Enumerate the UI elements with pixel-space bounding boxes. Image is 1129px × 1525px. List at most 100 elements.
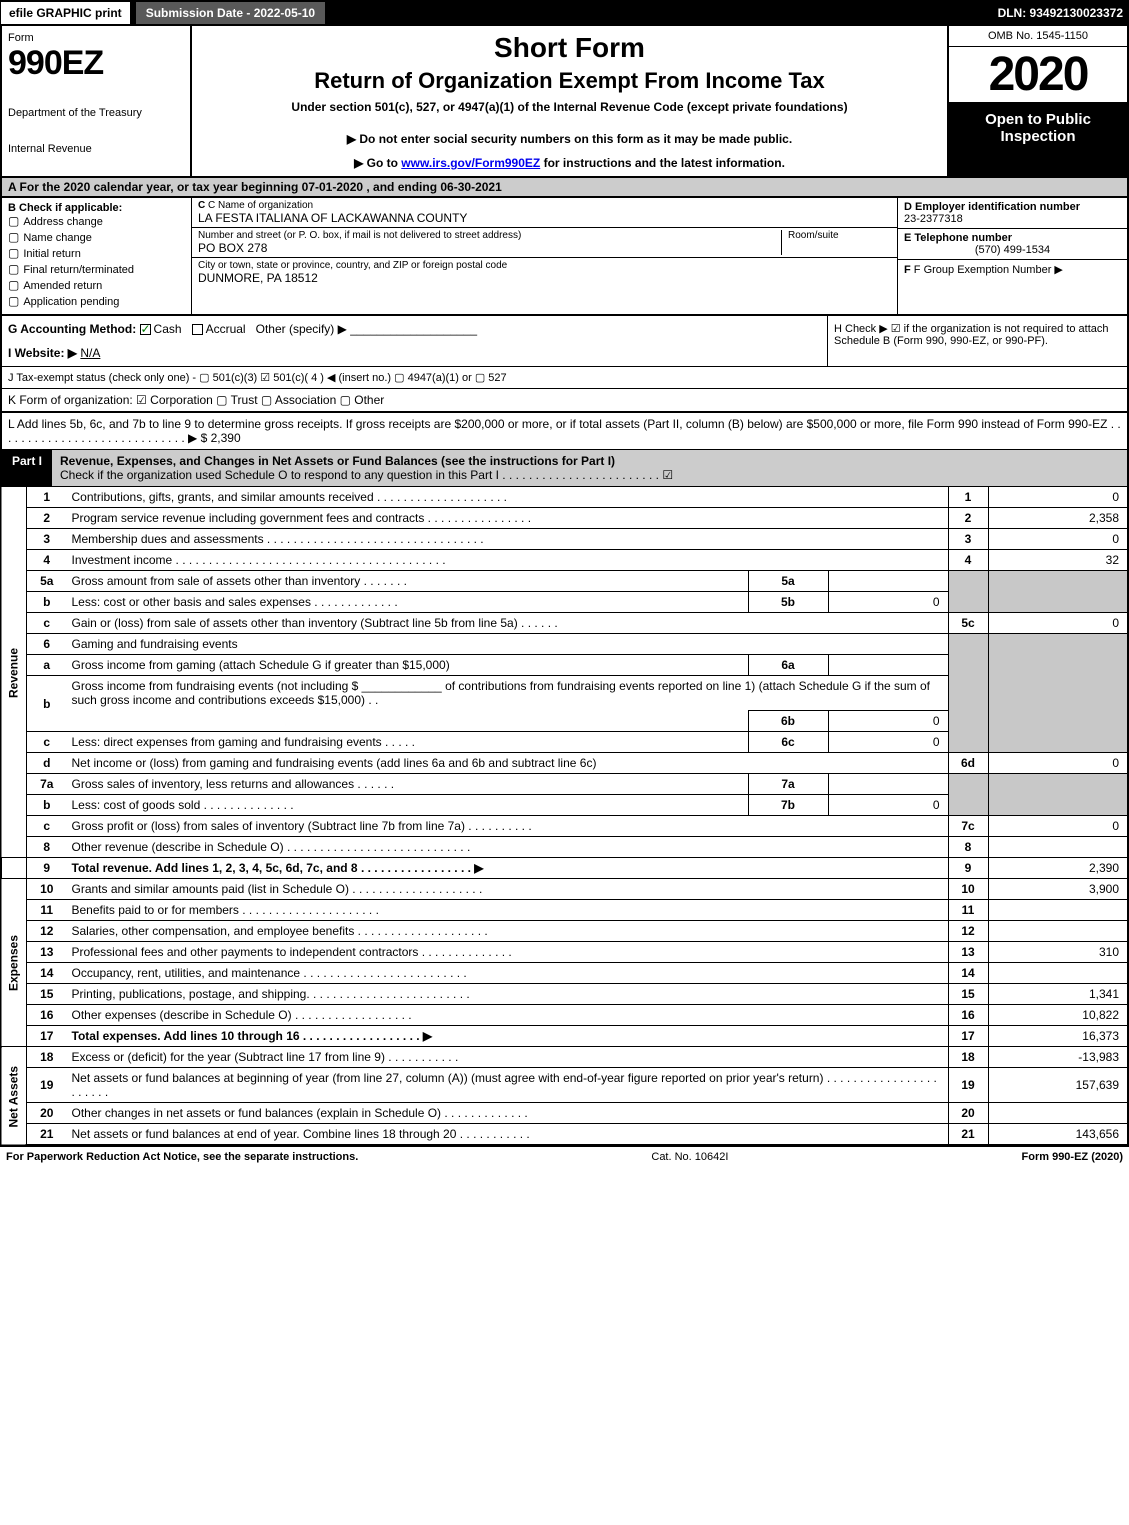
line-20-desc: Other changes in net assets or fund bala… — [67, 1103, 949, 1124]
line-3-val: 0 — [988, 529, 1128, 550]
line-5a-subcol: 5a — [748, 571, 828, 592]
city-label: City or town, state or province, country… — [198, 260, 891, 271]
line-11-desc: Benefits paid to or for members . . . . … — [67, 900, 949, 921]
line-6d-col: 6d — [948, 753, 988, 774]
line-13-num: 13 — [27, 942, 67, 963]
line-11-col: 11 — [948, 900, 988, 921]
line-17-desc-b: Total expenses. Add lines 10 through 16 … — [72, 1029, 433, 1043]
line-7a-num: 7a — [27, 774, 67, 795]
expenses-side-label: Expenses — [1, 879, 27, 1047]
line-12-val — [988, 921, 1128, 942]
line-6b-num: b — [27, 676, 67, 732]
line-6c-subcol: 6c — [748, 732, 828, 753]
instruction-2-post: for instructions and the latest informat… — [540, 156, 785, 170]
g-cash: Cash — [154, 322, 182, 336]
line-13-val: 310 — [988, 942, 1128, 963]
phone-value: (570) 499-1534 — [904, 244, 1121, 256]
line-20-num: 20 — [27, 1103, 67, 1124]
line-5a-num: 5a — [27, 571, 67, 592]
chk-name-change[interactable]: Name change — [8, 230, 185, 244]
line-6d-desc: Net income or (loss) from gaming and fun… — [67, 753, 949, 774]
chk-final-return[interactable]: Final return/terminated — [8, 262, 185, 276]
footer-right: Form 990-EZ (2020) — [1022, 1151, 1123, 1163]
line-16-col: 16 — [948, 1005, 988, 1026]
line-1-col: 1 — [948, 487, 988, 508]
line-21-num: 21 — [27, 1124, 67, 1146]
line-14-val — [988, 963, 1128, 984]
line-5c-desc: Gain or (loss) from sale of assets other… — [67, 613, 949, 634]
line-1-val: 0 — [988, 487, 1128, 508]
line-6b-pad — [67, 711, 749, 732]
line-3-desc: Membership dues and assessments . . . . … — [67, 529, 949, 550]
f-label: F F Group Exemption Number ▶ — [904, 263, 1121, 276]
line-19-num: 19 — [27, 1068, 67, 1103]
chk-application-pending[interactable]: Application pending — [8, 294, 185, 308]
i-label: I Website: ▶ — [8, 346, 77, 360]
row-l: L Add lines 5b, 6c, and 7b to line 9 to … — [0, 413, 1129, 450]
line-6b-desc1: Gross income from fundraising events (no… — [67, 676, 949, 711]
line-1-num: 1 — [27, 487, 67, 508]
form-title: Return of Organization Exempt From Incom… — [202, 68, 937, 94]
line-6-num: 6 — [27, 634, 67, 655]
top-bar: efile GRAPHIC print Submission Date - 20… — [0, 0, 1129, 26]
line-16-num: 16 — [27, 1005, 67, 1026]
line-13-desc: Professional fees and other payments to … — [67, 942, 949, 963]
line-19-desc: Net assets or fund balances at beginning… — [67, 1068, 949, 1103]
line-4-val: 32 — [988, 550, 1128, 571]
line-7c-desc: Gross profit or (loss) from sales of inv… — [67, 816, 949, 837]
line-5a-desc: Gross amount from sale of assets other t… — [67, 571, 749, 592]
chk-accrual[interactable] — [192, 324, 203, 335]
line-5c-col: 5c — [948, 613, 988, 634]
line-7a-subcol: 7a — [748, 774, 828, 795]
line-3-num: 3 — [27, 529, 67, 550]
line-2-desc: Program service revenue including govern… — [67, 508, 949, 529]
section-b: B Check if applicable: Address change Na… — [2, 198, 192, 314]
line-6a-subval — [828, 655, 948, 676]
instruction-2: ▶ Go to www.irs.gov/Form990EZ for instru… — [202, 156, 937, 170]
section-c: C C Name of organization LA FESTA ITALIA… — [192, 198, 897, 314]
line-1-desc: Contributions, gifts, grants, and simila… — [67, 487, 949, 508]
line-5c-num: c — [27, 613, 67, 634]
line-12-col: 12 — [948, 921, 988, 942]
chk-address-change[interactable]: Address change — [8, 214, 185, 228]
g-accrual: Accrual — [206, 322, 246, 336]
line-6b-d1: Gross income from fundraising events (no… — [72, 679, 359, 693]
chk-amended-return[interactable]: Amended return — [8, 278, 185, 292]
part-1-title: Revenue, Expenses, and Changes in Net As… — [52, 450, 1127, 486]
section-d-e-f: D Employer identification number 23-2377… — [897, 198, 1127, 314]
line-7b-desc: Less: cost of goods sold . . . . . . . .… — [67, 795, 749, 816]
line-10-desc: Grants and similar amounts paid (list in… — [67, 879, 949, 900]
section-g: G Accounting Method: Cash Accrual Other … — [2, 316, 827, 366]
line-4-num: 4 — [27, 550, 67, 571]
efile-print-button[interactable]: efile GRAPHIC print — [0, 1, 131, 25]
line-10-num: 10 — [27, 879, 67, 900]
line-6a-num: a — [27, 655, 67, 676]
line-13-col: 13 — [948, 942, 988, 963]
line-21-col: 21 — [948, 1124, 988, 1146]
line-11-num: 11 — [27, 900, 67, 921]
line-20-val — [988, 1103, 1128, 1124]
line-2-col: 2 — [948, 508, 988, 529]
line-6-grey — [948, 634, 988, 753]
line-2-num: 2 — [27, 508, 67, 529]
short-form-title: Short Form — [202, 32, 937, 64]
line-9-desc: Total revenue. Add lines 1, 2, 3, 4, 5c,… — [67, 858, 949, 879]
line-14-num: 14 — [27, 963, 67, 984]
footer-center: Cat. No. 10642I — [358, 1151, 1021, 1163]
chk-initial-return[interactable]: Initial return — [8, 246, 185, 260]
line-6-desc: Gaming and fundraising events — [67, 634, 949, 655]
header-left: Form 990EZ Department of the Treasury In… — [2, 26, 192, 176]
line-6a-desc: Gross income from gaming (attach Schedul… — [67, 655, 749, 676]
line-8-num: 8 — [27, 837, 67, 858]
footer-left: For Paperwork Reduction Act Notice, see … — [6, 1151, 358, 1163]
line-9-val: 2,390 — [988, 858, 1128, 879]
line-7b-num: b — [27, 795, 67, 816]
line-9-col: 9 — [948, 858, 988, 879]
irs-link[interactable]: www.irs.gov/Form990EZ — [401, 156, 540, 170]
line-20-col: 20 — [948, 1103, 988, 1124]
line-18-num: 18 — [27, 1047, 67, 1068]
line-15-col: 15 — [948, 984, 988, 1005]
form-header: Form 990EZ Department of the Treasury In… — [0, 26, 1129, 178]
line-8-desc: Other revenue (describe in Schedule O) .… — [67, 837, 949, 858]
chk-cash[interactable] — [140, 324, 151, 335]
